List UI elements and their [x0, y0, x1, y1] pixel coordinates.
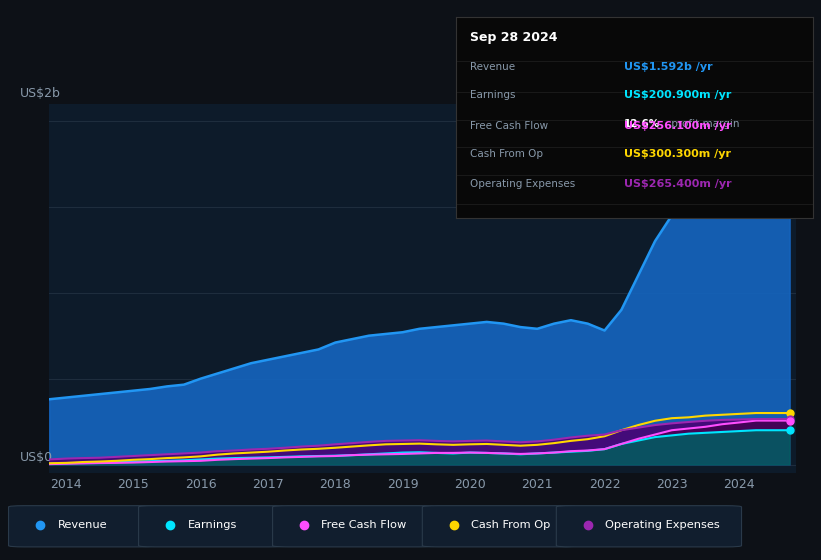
Text: 12.6%: 12.6% — [623, 119, 660, 129]
Text: Free Cash Flow: Free Cash Flow — [470, 120, 548, 130]
Text: Operating Expenses: Operating Expenses — [470, 179, 576, 189]
Text: Revenue: Revenue — [57, 520, 107, 530]
Text: US$2b: US$2b — [20, 87, 60, 100]
Text: Earnings: Earnings — [470, 90, 516, 100]
Text: US$0: US$0 — [20, 451, 53, 464]
Text: US$1.592b /yr: US$1.592b /yr — [623, 62, 712, 72]
Text: Sep 28 2024: Sep 28 2024 — [470, 31, 557, 44]
Text: Cash From Op: Cash From Op — [470, 149, 543, 159]
Text: US$256.100m /yr: US$256.100m /yr — [623, 120, 731, 130]
FancyBboxPatch shape — [139, 506, 284, 547]
Text: US$300.300m /yr: US$300.300m /yr — [623, 149, 731, 159]
Text: profit margin: profit margin — [668, 119, 740, 129]
FancyBboxPatch shape — [557, 506, 741, 547]
Text: Free Cash Flow: Free Cash Flow — [322, 520, 406, 530]
Text: US$265.400m /yr: US$265.400m /yr — [623, 179, 732, 189]
Text: Cash From Op: Cash From Op — [471, 520, 551, 530]
FancyBboxPatch shape — [8, 506, 154, 547]
Text: Revenue: Revenue — [470, 62, 515, 72]
Text: Operating Expenses: Operating Expenses — [605, 520, 720, 530]
FancyBboxPatch shape — [422, 506, 576, 547]
Text: Earnings: Earnings — [187, 520, 236, 530]
FancyBboxPatch shape — [273, 506, 434, 547]
Text: US$200.900m /yr: US$200.900m /yr — [623, 90, 731, 100]
